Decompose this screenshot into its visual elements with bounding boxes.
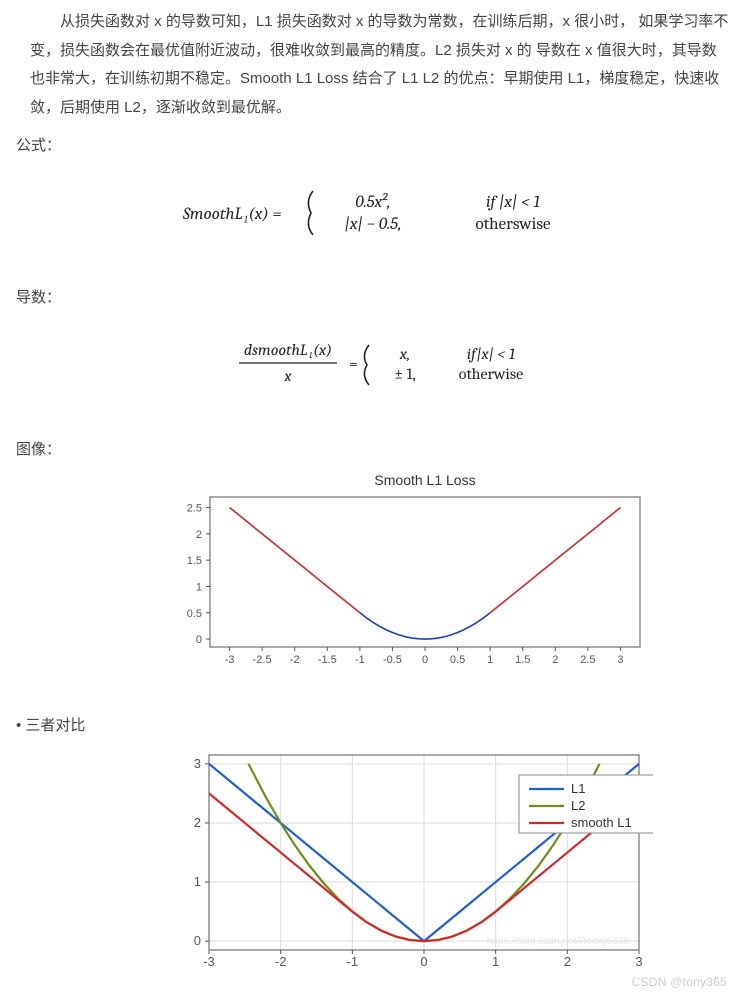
svg-text:1: 1 [487, 654, 493, 666]
label-image: 图像： [0, 426, 745, 459]
svg-text:2.5: 2.5 [580, 654, 595, 666]
svg-text:0.5: 0.5 [187, 608, 202, 620]
svg-text:0: 0 [420, 954, 427, 969]
formula-svg-1: SmoothL₁(x) = 0.5x², if |x| < 1 |x| − 0.… [113, 183, 633, 241]
svg-text:-2: -2 [290, 654, 300, 666]
f1-case1: 0.5x², [355, 193, 390, 212]
svg-text:-1: -1 [346, 954, 358, 969]
svg-text:-0.5: -0.5 [383, 654, 402, 666]
formula-svg-2: dsmoothL₁(x) x = x, if|x| < 1 ± 1, other… [133, 335, 613, 393]
svg-text:1.5: 1.5 [187, 555, 202, 567]
svg-text:-3: -3 [225, 654, 235, 666]
f1-lhs: SmoothL₁(x) = [182, 205, 281, 224]
svg-text:3: 3 [193, 756, 200, 771]
svg-text:0: 0 [422, 654, 428, 666]
svg-text:3: 3 [635, 954, 642, 969]
svg-text:=: = [349, 355, 358, 373]
chart-compare: -3 -2 -1 0 1 2 3 0 1 2 3 L1 L2 smooth L1 https://blog.… [0, 735, 745, 995]
f2-num: dsmoothL₁(x) [243, 341, 331, 359]
label-derivative: 导数： [0, 274, 745, 307]
svg-text:2: 2 [563, 954, 570, 969]
f1-cond2: otherswise [475, 215, 551, 234]
svg-text:2: 2 [552, 654, 558, 666]
svg-text:Smooth L1 Loss: Smooth L1 Loss [374, 472, 475, 488]
svg-text:smooth L1: smooth L1 [571, 815, 632, 830]
svg-text:-2: -2 [274, 954, 286, 969]
label-compare: • 三者对比 [0, 694, 745, 735]
svg-text:0: 0 [193, 933, 200, 948]
formula-smoothl1: SmoothL₁(x) = 0.5x², if |x| < 1 |x| − 0.… [0, 155, 745, 274]
svg-text:2: 2 [196, 529, 202, 541]
f1-cond1: if |x| < 1 [486, 193, 540, 212]
svg-text:-3: -3 [203, 954, 215, 969]
svg-text:L2: L2 [571, 798, 585, 813]
svg-text:1: 1 [492, 954, 499, 969]
f2-cond1: if|x| < 1 [466, 345, 514, 363]
formula-derivative: dsmoothL₁(x) x = x, if|x| < 1 ± 1, other… [0, 307, 745, 426]
brace-icon [308, 191, 313, 235]
f1-case2: |x| − 0.5, [344, 215, 401, 234]
svg-text:2: 2 [193, 815, 200, 830]
svg-text:1: 1 [196, 581, 202, 593]
document-page: 从损失函数对 x 的导数可知，L1 损失函数对 x 的导数为常数，在训练后期，x… [0, 0, 745, 995]
chart-smoothl1: -3 -2.5 -2 -1.5 -1 -0.5 0 0.5 1 1.5 2 2.5 3 0 0.5 1 1.5 2… [0, 459, 745, 694]
label-formula: 公式： [0, 122, 745, 155]
f2-case2: ± 1, [394, 365, 415, 383]
chart1-svg: -3 -2.5 -2 -1.5 -1 -0.5 0 0.5 1 1.5 2 2.5 3 0 0.5 1 1.5 2… [155, 469, 650, 679]
svg-text:L1: L1 [571, 781, 585, 796]
brace-icon [364, 345, 369, 385]
f2-case1: x, [398, 345, 409, 363]
watermark-text: CSDN @tony365 [632, 975, 727, 989]
intro-paragraph: 从损失函数对 x 的导数可知，L1 损失函数对 x 的导数为常数，在训练后期，x… [0, 0, 745, 122]
svg-text:1.5: 1.5 [515, 654, 530, 666]
f2-den: x [283, 367, 292, 385]
svg-text:0.5: 0.5 [450, 654, 465, 666]
svg-text:2.5: 2.5 [187, 503, 202, 515]
svg-text:1: 1 [193, 874, 200, 889]
svg-text:3: 3 [617, 654, 623, 666]
svg-text:0: 0 [196, 634, 202, 646]
svg-text:-2.5: -2.5 [253, 654, 272, 666]
f2-cond2: otherwise [458, 365, 522, 383]
svg-text:https://blog.csdn.net/Rocky668: https://blog.csdn.net/Rocky6688 [486, 936, 629, 947]
svg-text:-1: -1 [355, 654, 365, 666]
svg-text:-1.5: -1.5 [318, 654, 337, 666]
chart2-svg: -3 -2 -1 0 1 2 3 0 1 2 3 L1 L2 smooth L1 https://blog.… [153, 745, 653, 980]
